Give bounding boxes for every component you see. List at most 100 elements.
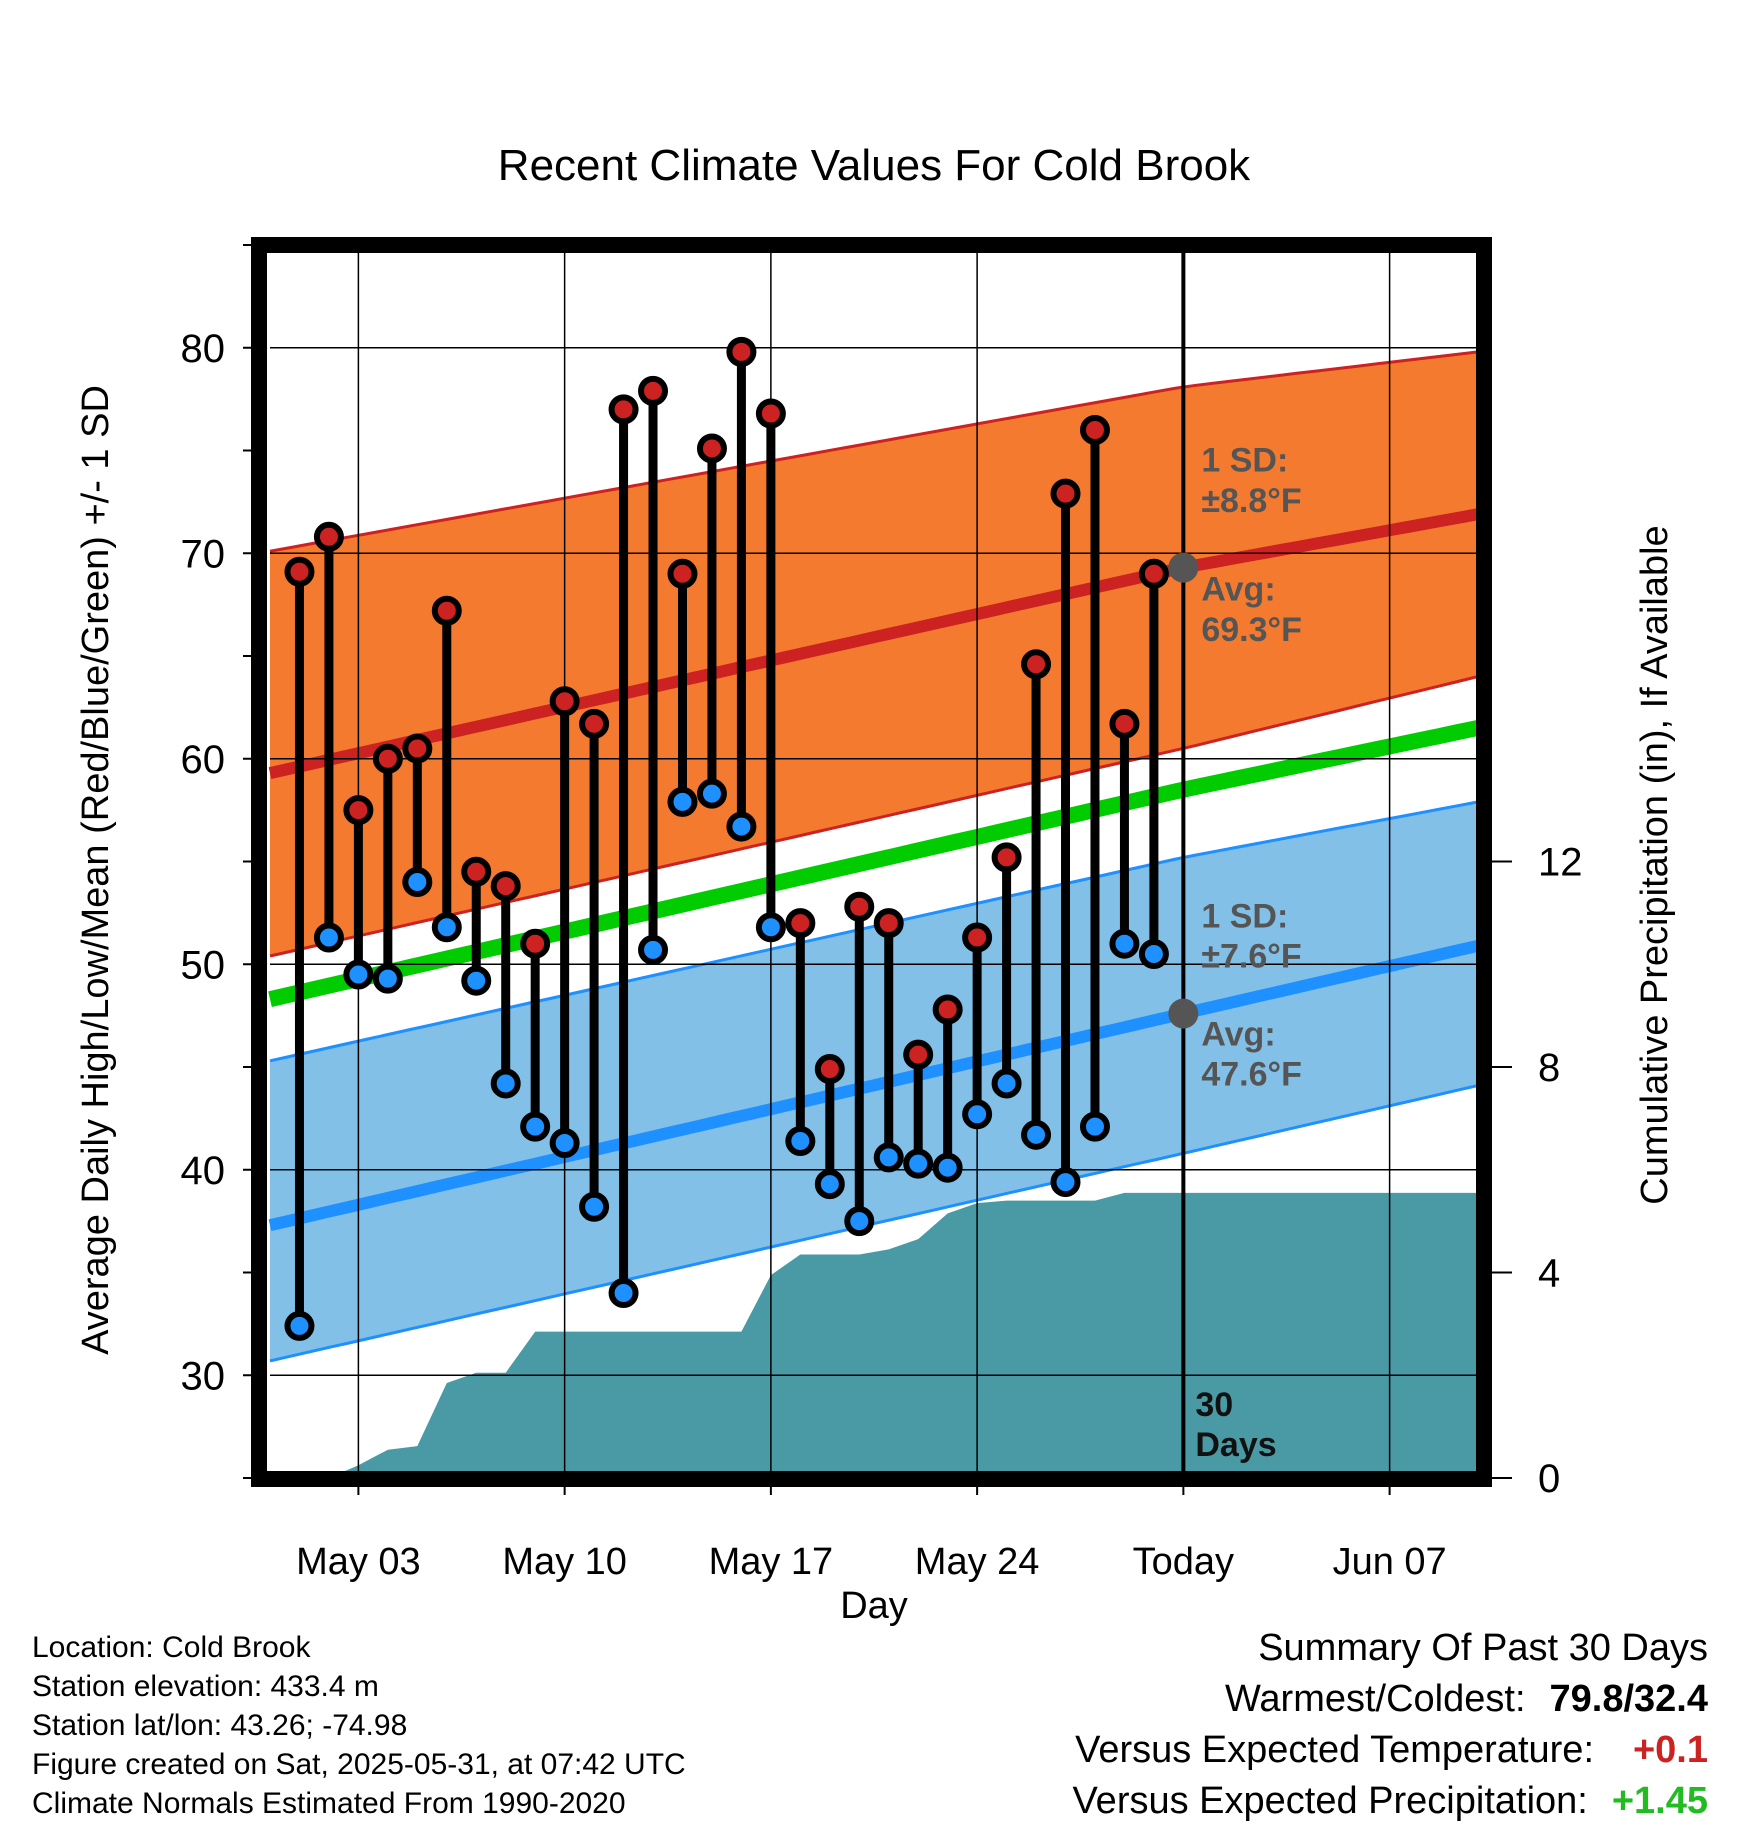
low-point [372,963,403,994]
high-point [873,908,904,939]
low-point [461,965,492,996]
precip-value: +1.45 [1611,1780,1708,1822]
low-point [726,811,757,842]
low-point [1050,1167,1081,1198]
low-point [903,1148,934,1179]
high-point [932,994,963,1025]
low-point [490,1068,521,1099]
x-tick-label: Jun 07 [1333,1541,1447,1583]
low-point [667,786,698,817]
low-point [343,959,374,990]
high-point [903,1039,934,1070]
warmest-coldest-row: Warmest/Coldest: 79.8/32.4 [1072,1674,1708,1725]
high-point [1079,414,1110,445]
high-point [608,394,639,425]
y2-tick-label: 12 [1538,841,1583,885]
x-tick-label: Today [1133,1541,1234,1583]
plot-frame [251,237,1492,1487]
low-point [284,1310,315,1341]
low-avg-annotation: Avg: 47.6°F [1201,1016,1302,1094]
low-point [785,1125,816,1156]
x-tick-label: May 17 [709,1541,834,1583]
low-point [313,922,344,953]
y2-tick-label: 4 [1538,1252,1560,1296]
high-point [638,375,669,406]
high-point [490,871,521,902]
high-point [520,928,551,959]
high-point [402,733,433,764]
high-point [755,398,786,429]
high-sd-band [270,351,1478,956]
today-avg-low-marker [1168,998,1199,1029]
high-sd-lower-line [269,675,1479,958]
location-text: Location: Cold Brook [32,1631,311,1664]
y2-tick-label: 8 [1538,1046,1560,1090]
high-point [431,595,462,626]
low-sd-upper-line [269,800,1479,1063]
low-point [814,1169,845,1200]
high-point [1021,649,1052,680]
low-point [402,867,433,898]
temp-row: Versus Expected Temperature: +0.1 [1072,1725,1708,1776]
high-point [284,556,315,587]
high-point [991,842,1022,873]
latlon-text: Station lat/lon: 43.26; -74.98 [32,1709,408,1742]
x-tick-label: May 24 [915,1541,1040,1583]
x-axis-label: Day [840,1585,908,1627]
avg-mean-line [268,720,1480,1007]
low-point [1021,1119,1052,1150]
high-point [372,743,403,774]
temp-label: Versus Expected Temperature: [1075,1729,1594,1771]
high-point [962,922,993,953]
y-axis-label: Average Daily High/Low/Mean (Red/Blue/Gr… [75,385,117,1355]
precip-row: Versus Expected Precipitation: +1.45 [1072,1776,1708,1827]
y-tick-label: 70 [181,532,226,576]
x-tick-label: May 03 [296,1541,421,1583]
y-tick-label: 60 [181,738,226,782]
low-point [962,1099,993,1130]
high-sd-annotation: 1 SD: ±8.8°F [1201,442,1301,520]
normals-text: Climate Normals Estimated From 1990-2020 [32,1787,626,1820]
chart-title: Recent Climate Values For Cold Brook [498,141,1251,190]
high-point [1050,478,1081,509]
plot-area: 1 SD: ±8.8°F Avg: 69.3°F 1 SD: ±7.6°F Avg: 47.6… [181,237,1583,1583]
warmest-coldest-value: 79.8/32.4 [1549,1678,1708,1720]
high-sd-upper-line [269,350,1479,553]
high-point [814,1054,845,1085]
low-point [520,1111,551,1142]
high-point [785,908,816,939]
station-info: Location: Cold Brook Station elevation: … [32,1628,686,1823]
low-point [549,1128,580,1159]
y2-tick-label: 0 [1538,1457,1560,1501]
low-point [431,912,462,943]
y-tick-label: 30 [181,1354,226,1398]
summary-panel: Summary Of Past 30 Days Warmest/Coldest:… [1072,1623,1708,1827]
high-point [1138,558,1169,589]
temp-value: +0.1 [1632,1729,1708,1771]
low-point [608,1278,639,1309]
high-point [726,336,757,367]
low-point [696,778,727,809]
high-point [579,708,610,739]
high-point [844,891,875,922]
low-point [1138,938,1169,969]
high-point [696,433,727,464]
y-tick-label: 80 [181,327,226,371]
low-point [755,912,786,943]
low-point [579,1191,610,1222]
days-annotation: 30 Days [1195,1386,1276,1464]
created-text: Figure created on Sat, 2025-05-31, at 07… [32,1748,686,1781]
y-tick-label: 50 [181,943,226,987]
high-point [343,795,374,826]
low-point [873,1142,904,1173]
y-tick-label: 40 [181,1149,226,1193]
high-avg-annotation: Avg: 69.3°F [1201,571,1302,649]
warmest-coldest-label: Warmest/Coldest: [1224,1678,1526,1720]
avg-high-line [268,508,1480,779]
low-point [1109,928,1140,959]
high-point [1109,708,1140,739]
low-sd-annotation: 1 SD: ±7.6°F [1201,898,1301,976]
high-point [313,521,344,552]
low-point [991,1068,1022,1099]
y2-axis-label: Cumulative Precipitation (in), If Availa… [1634,525,1676,1204]
